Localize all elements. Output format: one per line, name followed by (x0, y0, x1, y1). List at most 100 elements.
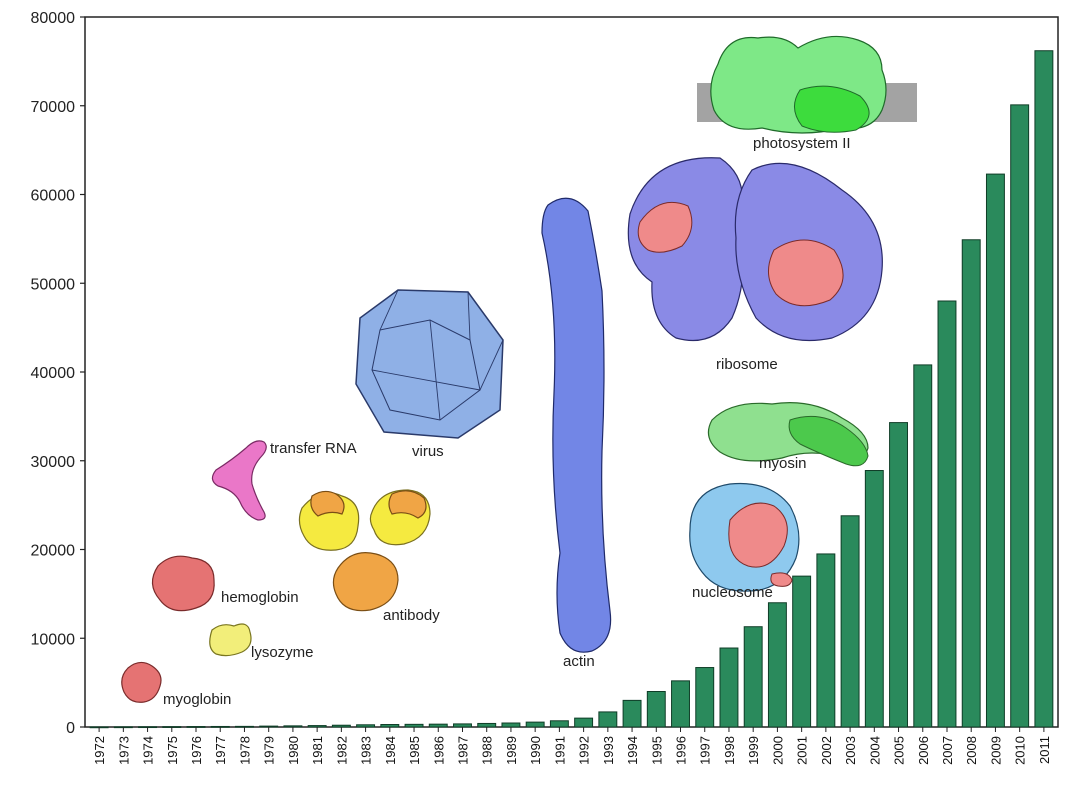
x-tick-label-1999: 1999 (746, 736, 761, 765)
x-tick-label-2006: 2006 (916, 736, 931, 765)
x-tick-label-1997: 1997 (698, 736, 713, 765)
x-tick-label-2009: 2009 (988, 736, 1003, 765)
bar-2001 (792, 575, 812, 728)
bar-2010 (1010, 104, 1030, 728)
x-tick-label-1980: 1980 (286, 736, 301, 765)
x-tick-label-1976: 1976 (189, 736, 204, 765)
x-tick-label-1990: 1990 (528, 736, 543, 765)
annotation-virus: virus (412, 443, 444, 460)
x-tick-label-1985: 1985 (407, 736, 422, 765)
bar-1999 (743, 626, 763, 728)
x-tick-label-1989: 1989 (504, 736, 519, 765)
annotation-ribosome: ribosome (716, 356, 778, 373)
x-tick-label-1979: 1979 (262, 736, 277, 765)
annotation-nucleosome: nucleosome (692, 584, 773, 601)
ribosome-illustration: ribosome (627, 157, 883, 373)
bar-1986 (428, 723, 448, 728)
x-tick-label-2010: 2010 (1013, 736, 1028, 765)
bar-2006 (913, 364, 933, 728)
x-tick-label-1986: 1986 (431, 736, 446, 765)
x-tick-label-1973: 1973 (116, 736, 131, 765)
x-tick-label-1998: 1998 (722, 736, 737, 765)
myosin-illustration: myosin (707, 402, 869, 472)
x-tick-label-1975: 1975 (165, 736, 180, 765)
x-tick-label-1996: 1996 (674, 736, 689, 765)
virus-illustration: virus (355, 289, 504, 460)
x-tick-label-1987: 1987 (455, 736, 470, 765)
x-tick-label-1978: 1978 (237, 736, 252, 765)
y-tick-label: 60000 (31, 188, 76, 205)
transfer-rna-illustration: transfer RNA (211, 440, 357, 521)
x-tick-label-2003: 2003 (843, 736, 858, 765)
bar-2005 (889, 422, 909, 728)
nucleosome-illustration: nucleosome (689, 482, 800, 601)
x-tick-label-1983: 1983 (359, 736, 374, 765)
bar-1998 (719, 647, 739, 728)
actin-illustration: actin (541, 197, 612, 670)
photosystem-ii-illustration: photosystem II (697, 35, 917, 152)
x-tick-label-2008: 2008 (964, 736, 979, 765)
x-tick-label-1988: 1988 (480, 736, 495, 765)
bar-2000 (767, 602, 787, 728)
x-tick-label-1974: 1974 (141, 736, 156, 765)
bar-2011 (1034, 50, 1054, 728)
bar-1981 (307, 725, 327, 728)
bar-1979 (259, 725, 279, 728)
bar-1987 (453, 723, 472, 728)
lysozyme-illustration: lysozyme (209, 623, 314, 661)
bar-1983 (356, 724, 376, 728)
y-tick-label: 30000 (31, 454, 76, 471)
bar-1995 (646, 691, 666, 728)
bar-1988 (477, 722, 497, 728)
annotation-antibody: antibody (383, 607, 440, 624)
annotation-lysozyme: lysozyme (251, 644, 314, 661)
y-tick-label: 20000 (31, 543, 76, 560)
y-tick-label: 80000 (31, 10, 76, 27)
x-tick-label-1991: 1991 (552, 736, 567, 765)
x-tick-label-2007: 2007 (940, 736, 955, 765)
bar-2002 (816, 553, 836, 728)
antibody-illustration: antibody (298, 489, 440, 624)
bar-1996 (671, 680, 690, 728)
bar-1989 (501, 722, 521, 728)
x-tick-label-2004: 2004 (867, 736, 882, 765)
y-tick-label: 70000 (31, 99, 76, 116)
annotation-actin: actin (563, 653, 595, 670)
bar-1982 (331, 724, 351, 728)
y-tick-label: 40000 (31, 365, 76, 382)
x-tick-label-1993: 1993 (601, 736, 616, 765)
bar-1984 (380, 724, 400, 728)
x-tick-label-2002: 2002 (819, 736, 834, 765)
x-tick-label-1982: 1982 (334, 736, 349, 765)
bar-1992 (574, 717, 594, 728)
hemoglobin-illustration: hemoglobin (151, 555, 299, 612)
x-tick-label-1972: 1972 (92, 736, 107, 765)
annotation-transfer-rna: transfer RNA (270, 440, 357, 457)
bar-1993 (598, 711, 618, 728)
annotation-photosystem-ii: photosystem II (753, 135, 851, 152)
x-tick-label-1994: 1994 (625, 736, 640, 765)
myoglobin-illustration: myoglobin (121, 661, 231, 708)
y-tick-label: 50000 (31, 276, 76, 293)
x-tick-label-1995: 1995 (649, 736, 664, 765)
x-tick-label-2000: 2000 (770, 736, 785, 765)
x-tick-label-1992: 1992 (577, 736, 592, 765)
bar-1980 (283, 725, 303, 728)
bar-2009 (985, 173, 1005, 728)
bar-1991 (549, 720, 569, 728)
bar-2008 (961, 239, 981, 728)
x-tick-label-2001: 2001 (795, 736, 810, 765)
bar-2003 (840, 515, 860, 728)
bar-1994 (622, 699, 642, 728)
bar-2007 (937, 300, 957, 728)
y-tick-label: 10000 (31, 631, 76, 648)
x-tick-label-1981: 1981 (310, 736, 325, 765)
x-tick-label-1977: 1977 (213, 736, 228, 765)
x-tick-label-2005: 2005 (892, 736, 907, 765)
bar-1997 (695, 667, 715, 728)
x-tick-label-2011: 2011 (1037, 736, 1052, 764)
annotation-myosin: myosin (759, 455, 807, 472)
annotation-hemoglobin: hemoglobin (221, 589, 299, 606)
annotation-myoglobin: myoglobin (163, 691, 231, 708)
